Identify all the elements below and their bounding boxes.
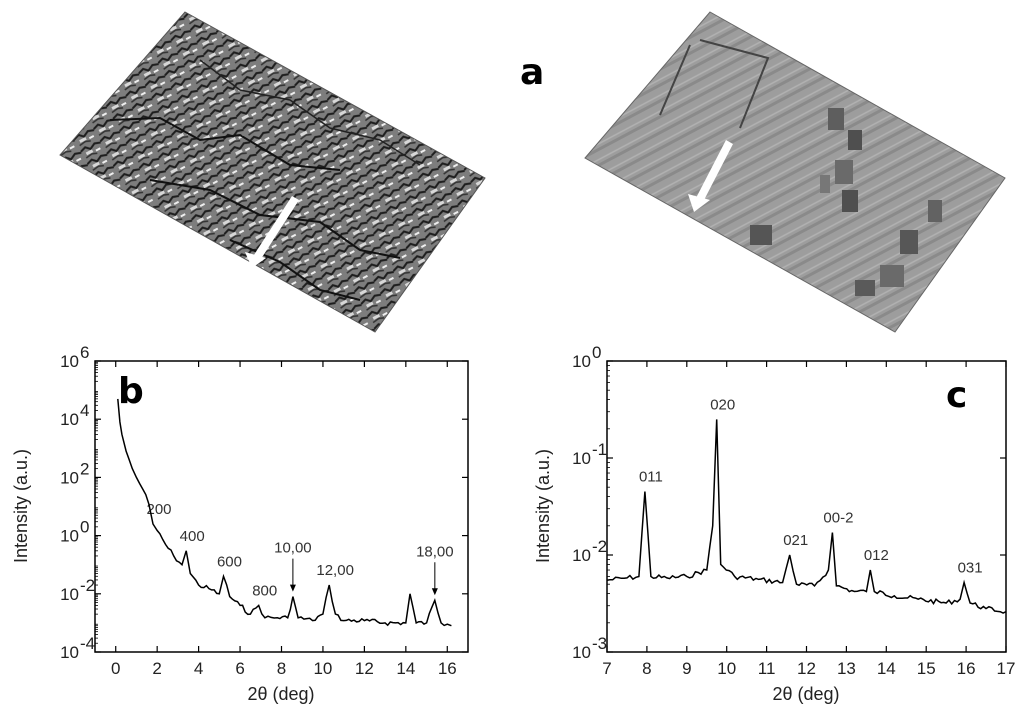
x-tick-label: 9 xyxy=(682,659,691,678)
x-tick-label: 4 xyxy=(194,659,203,678)
x-tick-label: 16 xyxy=(438,659,457,678)
y-axis-label-b: Intensity (a.u.) xyxy=(11,449,31,563)
x-tick-label: 6 xyxy=(235,659,244,678)
x-tick-label: 12 xyxy=(797,659,816,678)
y-tick-label: 10 xyxy=(572,449,591,468)
x-tick-label: 17 xyxy=(997,659,1016,678)
peak-label: 600 xyxy=(217,553,242,570)
y-tick-exponent: 2 xyxy=(80,459,89,478)
peak-label: 031 xyxy=(958,560,983,577)
peak-label: 18,00 xyxy=(416,543,454,560)
surface-image-smooth xyxy=(584,11,1006,333)
y-tick-label: 10 xyxy=(572,352,591,371)
panel-label-c: c xyxy=(946,375,967,416)
x-tick-label: 14 xyxy=(396,659,415,678)
y-axis-label-c: Intensity (a.u.) xyxy=(533,449,553,563)
y-tick-label: 10 xyxy=(572,643,591,662)
x-tick-label: 12 xyxy=(355,659,374,678)
peak-arrowhead xyxy=(289,584,296,592)
series-line-b xyxy=(117,398,452,627)
y-tick-exponent: 0 xyxy=(80,518,89,537)
y-tick-exponent: -4 xyxy=(80,634,95,653)
x-tick-label: 16 xyxy=(957,659,976,678)
panel-label-b: b xyxy=(118,371,144,412)
y-tick-exponent: -3 xyxy=(592,634,607,653)
y-tick-exponent: 6 xyxy=(80,343,89,362)
y-tick-label: 10 xyxy=(60,643,79,662)
surface-image-rough xyxy=(59,11,486,333)
x-tick-label: 8 xyxy=(277,659,286,678)
y-tick-exponent: 0 xyxy=(592,343,601,362)
y-tick-exponent: -1 xyxy=(592,440,607,459)
y-tick-label: 10 xyxy=(60,352,79,371)
arrow-icon xyxy=(696,140,733,202)
x-axis-label-c: 2θ (deg) xyxy=(772,684,839,704)
x-tick-label: 8 xyxy=(642,659,651,678)
y-tick-label: 10 xyxy=(60,410,79,429)
x-tick-label: 7 xyxy=(602,659,611,678)
peak-label: 200 xyxy=(147,501,172,518)
peak-label: 00-2 xyxy=(823,510,853,527)
peak-label: 012 xyxy=(864,547,889,564)
y-tick-exponent: -2 xyxy=(80,576,95,595)
x-tick-label: 13 xyxy=(837,659,856,678)
x-tick-label: 10 xyxy=(313,659,332,678)
peak-arrowhead xyxy=(431,588,438,596)
peak-label: 12,00 xyxy=(316,562,354,579)
series-line-c xyxy=(606,419,1007,614)
y-tick-label: 10 xyxy=(60,585,79,604)
x-tick-label: 10 xyxy=(717,659,736,678)
peak-label: 020 xyxy=(710,396,735,413)
x-tick-label: 11 xyxy=(758,659,776,678)
y-tick-label: 10 xyxy=(60,468,79,487)
arrow-icon xyxy=(252,196,299,262)
peak-label: 800 xyxy=(252,582,277,599)
x-axis-label-b: 2θ (deg) xyxy=(247,684,314,704)
peak-label: 011 xyxy=(639,469,663,486)
peak-label: 021 xyxy=(783,532,808,549)
y-tick-label: 10 xyxy=(60,527,79,546)
panel-label-a: a xyxy=(520,52,544,93)
peak-label: 400 xyxy=(180,528,205,545)
x-tick-label: 14 xyxy=(877,659,896,678)
peak-label: 10,00 xyxy=(274,540,312,557)
x-tick-label: 15 xyxy=(917,659,936,678)
y-tick-label: 10 xyxy=(572,546,591,565)
x-tick-label: 0 xyxy=(111,659,120,678)
y-tick-exponent: -2 xyxy=(592,537,607,556)
y-tick-exponent: 4 xyxy=(80,401,89,420)
x-tick-label: 2 xyxy=(152,659,161,678)
